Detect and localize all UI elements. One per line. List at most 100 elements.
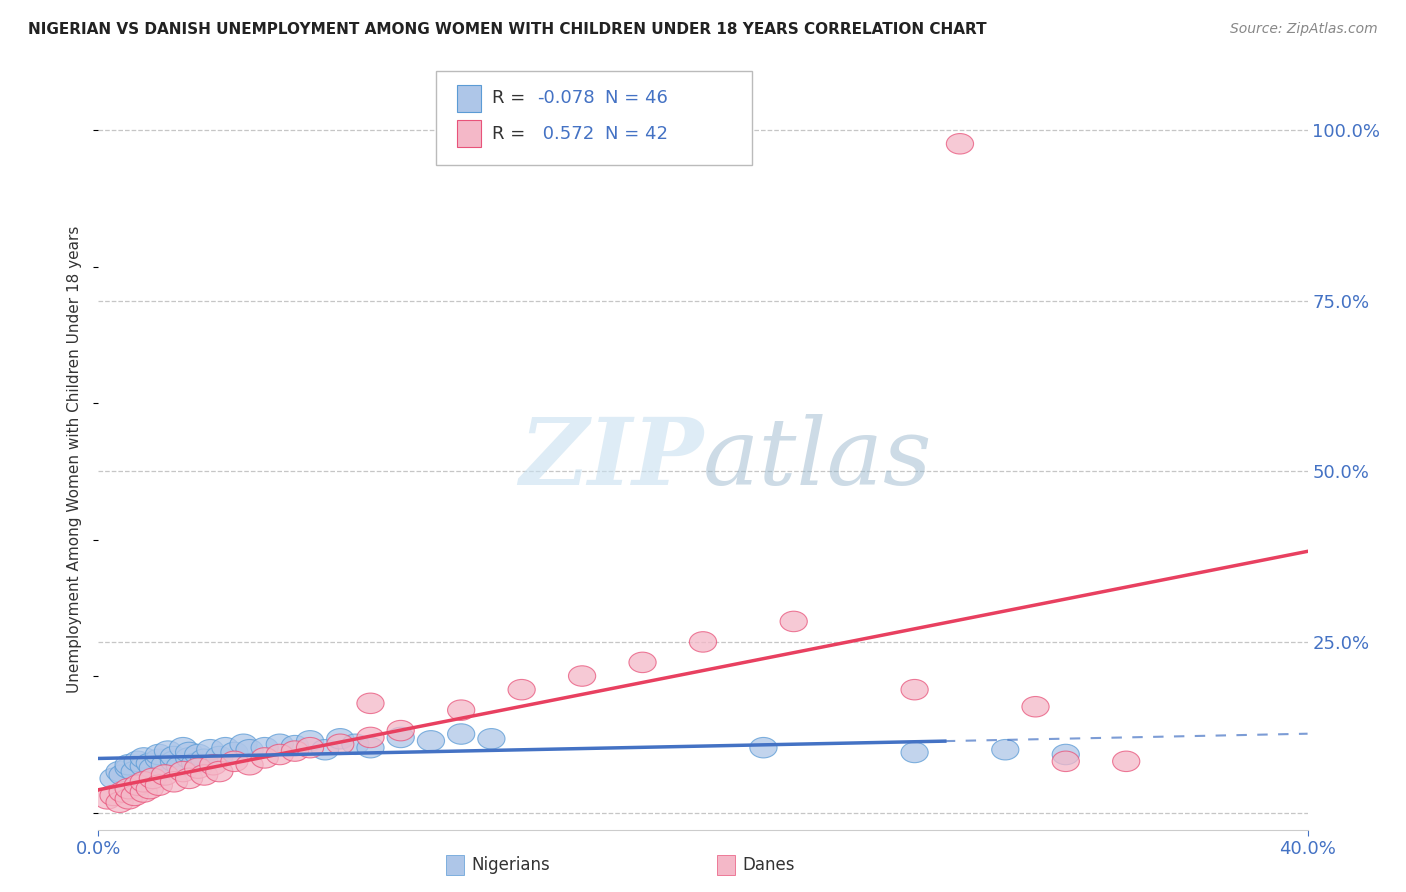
Y-axis label: Unemployment Among Women with Children Under 18 years: Unemployment Among Women with Children U… bbox=[67, 226, 83, 693]
Ellipse shape bbox=[197, 739, 224, 760]
Text: ZIP: ZIP bbox=[519, 415, 703, 504]
Ellipse shape bbox=[326, 734, 354, 755]
Ellipse shape bbox=[160, 751, 187, 772]
Text: NIGERIAN VS DANISH UNEMPLOYMENT AMONG WOMEN WITH CHILDREN UNDER 18 YEARS CORRELA: NIGERIAN VS DANISH UNEMPLOYMENT AMONG WO… bbox=[28, 22, 987, 37]
Ellipse shape bbox=[176, 768, 202, 789]
Ellipse shape bbox=[139, 758, 166, 779]
Ellipse shape bbox=[152, 764, 179, 785]
Ellipse shape bbox=[508, 680, 536, 700]
Ellipse shape bbox=[281, 735, 308, 756]
Ellipse shape bbox=[221, 751, 247, 772]
Ellipse shape bbox=[342, 734, 368, 755]
Text: R =: R = bbox=[492, 89, 531, 107]
Ellipse shape bbox=[160, 747, 187, 767]
Ellipse shape bbox=[1052, 751, 1080, 772]
Text: N = 42: N = 42 bbox=[605, 125, 668, 143]
Ellipse shape bbox=[478, 729, 505, 749]
Ellipse shape bbox=[231, 734, 257, 755]
Ellipse shape bbox=[136, 779, 163, 799]
Text: 0.572: 0.572 bbox=[537, 125, 595, 143]
Ellipse shape bbox=[901, 680, 928, 700]
Ellipse shape bbox=[205, 747, 233, 767]
Ellipse shape bbox=[145, 744, 173, 764]
Ellipse shape bbox=[115, 779, 142, 799]
Ellipse shape bbox=[266, 744, 294, 764]
Ellipse shape bbox=[357, 738, 384, 758]
Ellipse shape bbox=[252, 747, 278, 768]
Ellipse shape bbox=[152, 755, 179, 775]
Ellipse shape bbox=[170, 738, 197, 758]
Ellipse shape bbox=[568, 665, 596, 686]
Ellipse shape bbox=[176, 747, 202, 768]
Ellipse shape bbox=[145, 775, 173, 796]
Ellipse shape bbox=[357, 693, 384, 714]
Ellipse shape bbox=[155, 741, 181, 762]
Ellipse shape bbox=[160, 772, 187, 792]
Ellipse shape bbox=[115, 758, 142, 779]
Ellipse shape bbox=[946, 134, 973, 154]
Ellipse shape bbox=[176, 742, 202, 763]
Ellipse shape bbox=[166, 756, 194, 776]
Ellipse shape bbox=[131, 772, 157, 792]
Ellipse shape bbox=[991, 739, 1019, 760]
Ellipse shape bbox=[124, 751, 152, 772]
Ellipse shape bbox=[115, 755, 142, 775]
Ellipse shape bbox=[139, 768, 166, 789]
Ellipse shape bbox=[170, 762, 197, 781]
Ellipse shape bbox=[145, 749, 173, 770]
Ellipse shape bbox=[252, 738, 278, 758]
Ellipse shape bbox=[184, 758, 212, 779]
Ellipse shape bbox=[94, 789, 121, 809]
Ellipse shape bbox=[221, 742, 247, 763]
Ellipse shape bbox=[749, 738, 778, 758]
Ellipse shape bbox=[387, 721, 415, 741]
Ellipse shape bbox=[236, 739, 263, 760]
Ellipse shape bbox=[1052, 744, 1080, 764]
Ellipse shape bbox=[100, 785, 127, 805]
Ellipse shape bbox=[121, 762, 148, 781]
Ellipse shape bbox=[628, 652, 657, 673]
Ellipse shape bbox=[124, 775, 152, 796]
Text: Source: ZipAtlas.com: Source: ZipAtlas.com bbox=[1230, 22, 1378, 37]
Ellipse shape bbox=[100, 768, 127, 789]
Ellipse shape bbox=[184, 744, 212, 764]
Ellipse shape bbox=[326, 729, 354, 749]
Text: atlas: atlas bbox=[703, 415, 932, 504]
Ellipse shape bbox=[212, 738, 239, 758]
Ellipse shape bbox=[131, 781, 157, 802]
Ellipse shape bbox=[1022, 697, 1049, 717]
Ellipse shape bbox=[1112, 751, 1140, 772]
Ellipse shape bbox=[181, 753, 208, 773]
Ellipse shape bbox=[121, 785, 148, 805]
Text: R =: R = bbox=[492, 125, 531, 143]
Ellipse shape bbox=[105, 792, 134, 813]
Ellipse shape bbox=[297, 738, 323, 758]
Ellipse shape bbox=[689, 632, 717, 652]
Ellipse shape bbox=[266, 734, 294, 755]
Ellipse shape bbox=[200, 755, 226, 775]
Ellipse shape bbox=[281, 741, 308, 762]
Ellipse shape bbox=[447, 700, 475, 721]
Text: -0.078: -0.078 bbox=[537, 89, 595, 107]
Ellipse shape bbox=[110, 764, 136, 785]
Ellipse shape bbox=[205, 762, 233, 781]
Ellipse shape bbox=[191, 764, 218, 785]
Ellipse shape bbox=[901, 742, 928, 763]
Ellipse shape bbox=[312, 739, 339, 760]
Ellipse shape bbox=[191, 749, 218, 770]
Ellipse shape bbox=[110, 781, 136, 802]
Ellipse shape bbox=[447, 723, 475, 744]
Ellipse shape bbox=[297, 731, 323, 751]
Ellipse shape bbox=[387, 727, 415, 747]
Ellipse shape bbox=[115, 789, 142, 809]
Ellipse shape bbox=[136, 753, 163, 773]
Ellipse shape bbox=[131, 747, 157, 768]
Text: Danes: Danes bbox=[742, 856, 794, 874]
Text: N = 46: N = 46 bbox=[605, 89, 668, 107]
Ellipse shape bbox=[357, 727, 384, 747]
Ellipse shape bbox=[780, 611, 807, 632]
Ellipse shape bbox=[418, 731, 444, 751]
Text: Nigerians: Nigerians bbox=[471, 856, 550, 874]
Ellipse shape bbox=[131, 756, 157, 776]
Ellipse shape bbox=[105, 762, 134, 781]
